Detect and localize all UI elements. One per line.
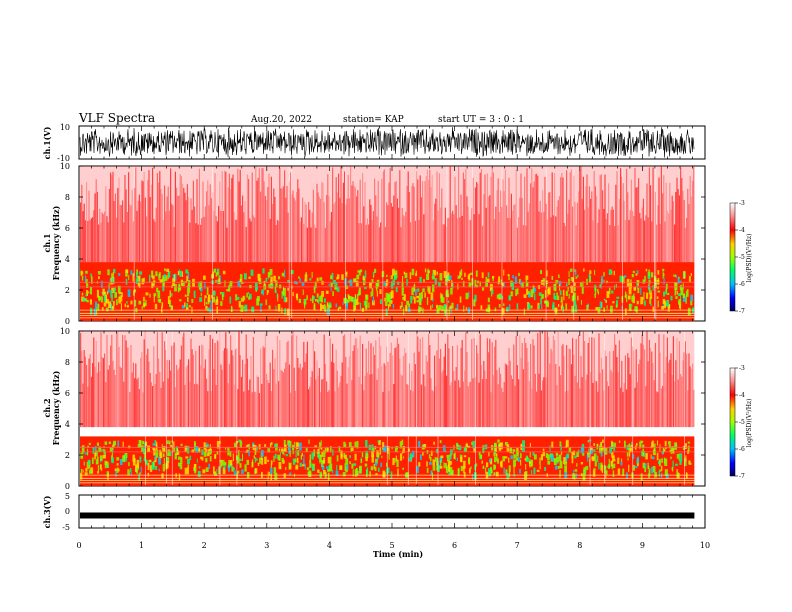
- ytick-label: 6: [65, 389, 70, 398]
- colorbar-tick-label: -6: [739, 446, 745, 453]
- ch1-colorbar-ticks: -3 -4 -5 -6 -7: [735, 200, 745, 315]
- ch2-spec-ylabel-top: ch.2: [42, 398, 52, 417]
- xtick-label: 3: [264, 541, 269, 550]
- x-axis-ticks: 0 1 2 3 4 5 6 7 8 9 10: [76, 126, 710, 550]
- ytick-label: 2: [65, 451, 70, 460]
- ch1-wave-ytick-top: 10: [60, 123, 70, 132]
- colorbar-tick-label: -7: [739, 308, 745, 315]
- colorbar-tick-label: -4: [739, 227, 745, 234]
- ch1-spectrogram-yticks: 0 2 4 6 8 10: [60, 162, 705, 326]
- ch1-waveform-line: [79, 127, 695, 158]
- ch2-spectrogram-yticks: 0 2 4 6 8 10: [60, 327, 705, 491]
- ytick-label: 10: [60, 162, 70, 171]
- ch3-waveform-line: [80, 512, 695, 519]
- ch1-spectrogram-image: [80, 166, 695, 321]
- xtick-label: 2: [202, 541, 207, 550]
- ch1-waveform-trace: [79, 127, 695, 158]
- x-axis-label: Time (min): [373, 549, 423, 559]
- ch1-wave-ylabel: ch.1(V): [42, 126, 52, 159]
- ch3-waveform-band: [80, 512, 695, 519]
- ch2-colorbar: [729, 367, 736, 477]
- colorbar-tick-label: -3: [739, 365, 745, 372]
- ch1-spec-ylabel: Frequency (kHz): [51, 205, 61, 280]
- ch3-wave-ytick-top: 5: [65, 492, 70, 501]
- ytick-label: 0: [65, 482, 70, 491]
- figure-title: VLF Spectra: [78, 111, 155, 125]
- ch2-colorbar-ticks: -3 -4 -5 -6 -7: [735, 365, 745, 480]
- xtick-label: 5: [389, 541, 394, 550]
- colorbar-tick-label: -3: [739, 200, 745, 207]
- xtick-label: 4: [327, 541, 332, 550]
- ch2-spectrogram-image: [80, 331, 695, 486]
- ch3-wave-ylabel: ch.3(V): [42, 495, 52, 528]
- ch3-wave-ytick-mid: 0: [65, 507, 70, 516]
- colorbar-tick-label: -7: [739, 473, 745, 480]
- colorbar-tick-label: -6: [739, 281, 745, 288]
- ch2-spec-ylabel: Frequency (kHz): [51, 370, 61, 445]
- ch1-spec-ylabel-top: ch.1: [42, 233, 52, 252]
- ch2-colorbar-label: log(PSD)(V²/Hz): [746, 399, 753, 448]
- colorbar-tick-label: -5: [739, 254, 745, 261]
- colorbar-tick-label: -5: [739, 419, 745, 426]
- xtick-label: 10: [700, 541, 710, 550]
- xtick-label: 0: [76, 541, 81, 550]
- xtick-label: 8: [577, 541, 582, 550]
- station-label: station= KAP: [343, 115, 404, 125]
- xtick-label: 1: [139, 541, 144, 550]
- ch3-wave-ytick-bottom: -5: [62, 523, 70, 532]
- ytick-label: 4: [65, 420, 70, 429]
- ytick-label: 2: [65, 286, 70, 295]
- ch1-wave-ytick-bottom: -10: [57, 154, 70, 163]
- ytick-label: 8: [65, 358, 70, 367]
- ytick-label: 4: [65, 255, 70, 264]
- xtick-label: 6: [452, 541, 457, 550]
- xtick-label: 9: [640, 541, 645, 550]
- ytick-label: 0: [65, 317, 70, 326]
- ch1-colorbar: [729, 202, 736, 312]
- date-label: Aug.20, 2022: [250, 115, 312, 125]
- ytick-label: 8: [65, 193, 70, 202]
- xtick-label: 7: [515, 541, 520, 550]
- ytick-label: 6: [65, 224, 70, 233]
- ytick-label: 10: [60, 327, 70, 336]
- start-time-label: start UT = 3 : 0 : 1: [438, 115, 524, 125]
- ch1-colorbar-label: log(PSD)(V²/Hz): [746, 234, 753, 283]
- colorbar-tick-label: -4: [739, 392, 745, 399]
